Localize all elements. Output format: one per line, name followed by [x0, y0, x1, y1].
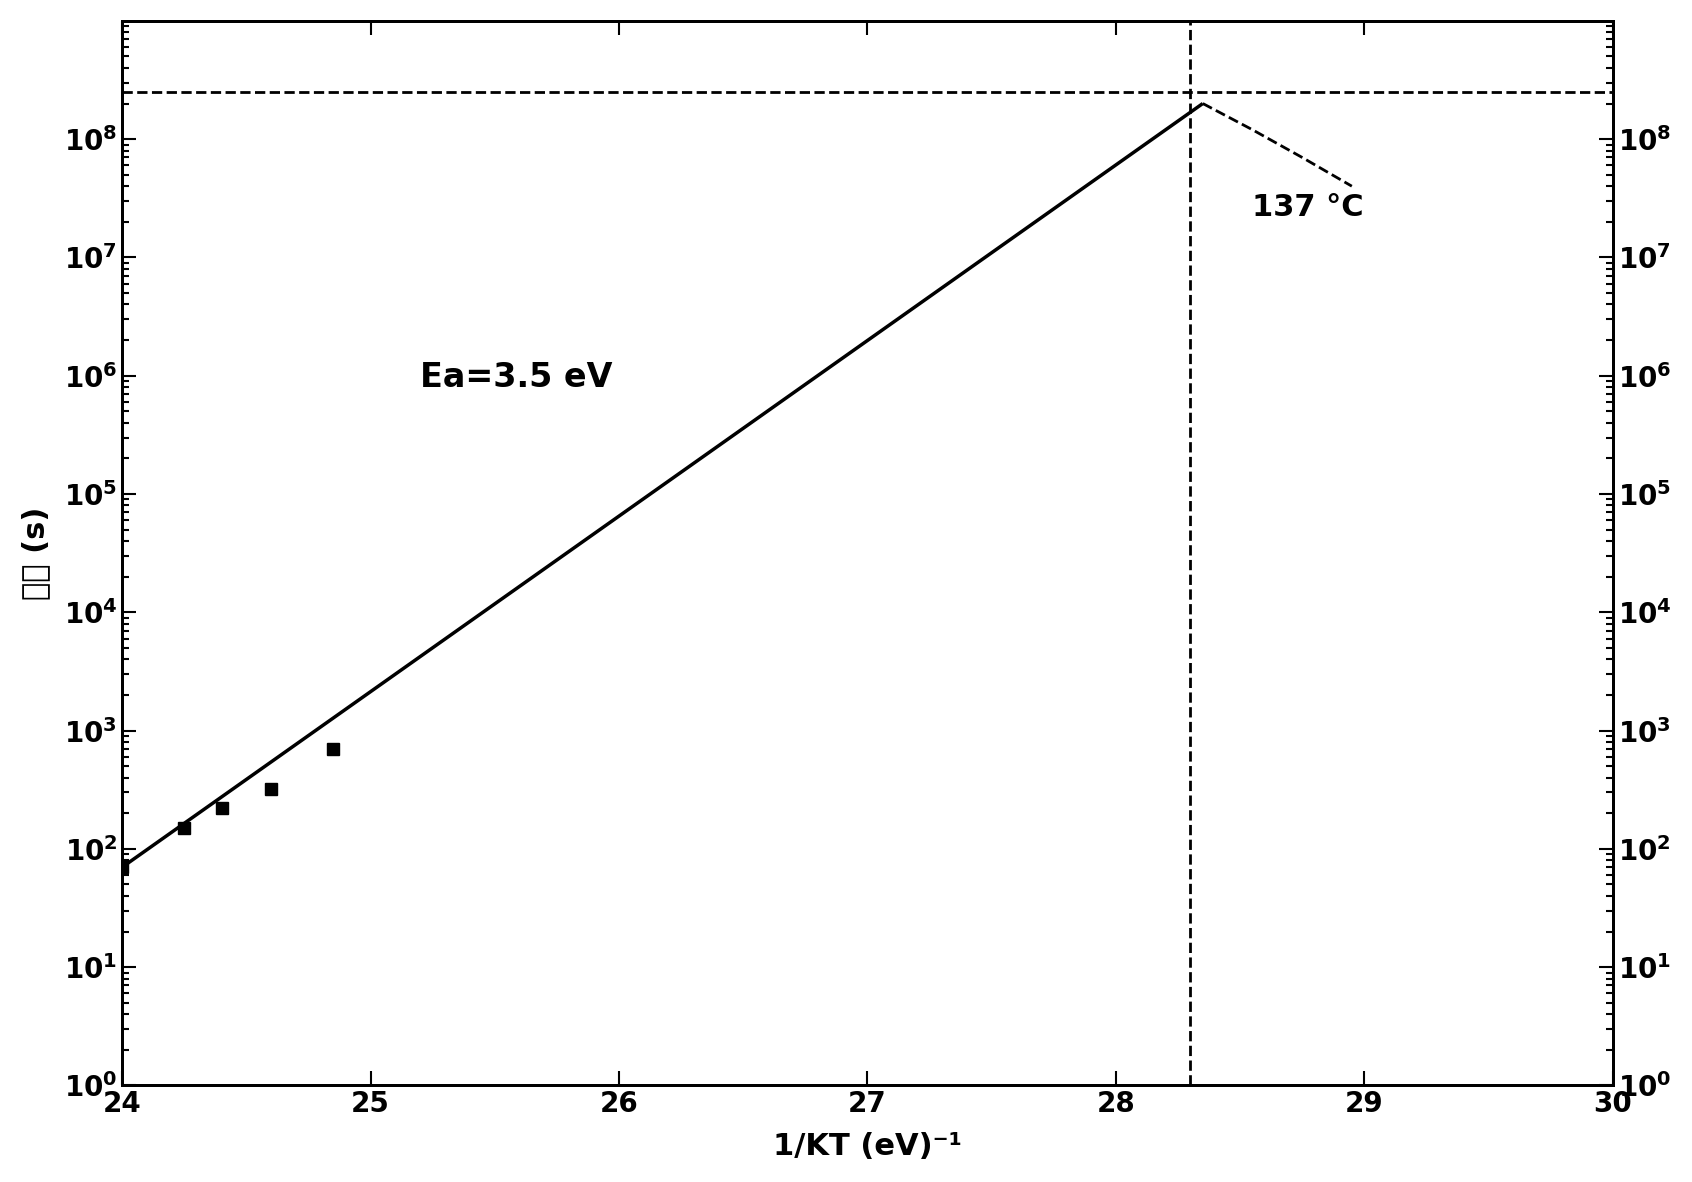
Text: Ea=3.5 eV: Ea=3.5 eV	[420, 362, 613, 394]
Text: 137 °C: 137 °C	[1252, 193, 1364, 222]
Y-axis label: 时间 (s): 时间 (s)	[20, 506, 49, 599]
X-axis label: 1/KT (eV)⁻¹: 1/KT (eV)⁻¹	[773, 1132, 963, 1161]
